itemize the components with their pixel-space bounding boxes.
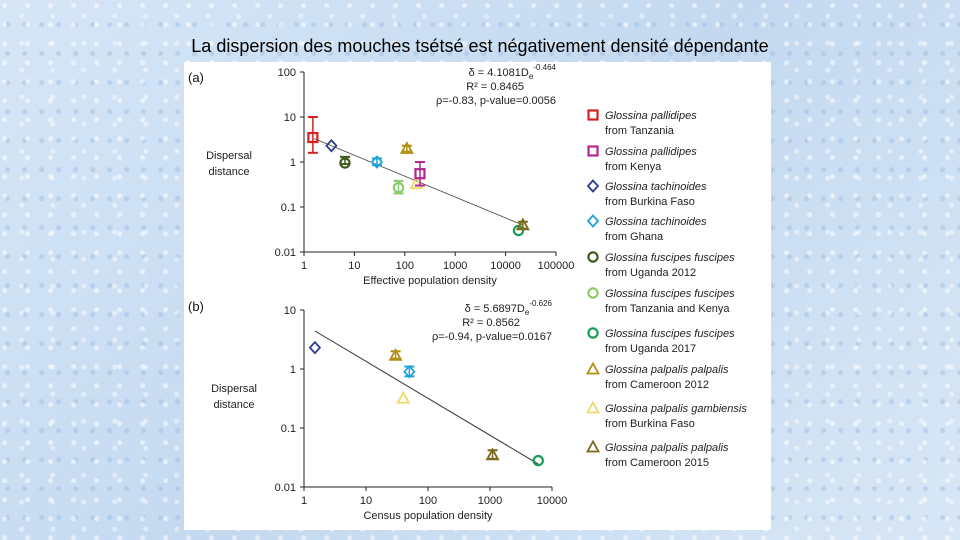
legend-origin: from Ghana — [605, 231, 664, 243]
scatter-figure: (a) 0.01 0.1 1 10 100 1 10 100 1000 10000 100000 Eff… — [188, 63, 747, 522]
chart-panel-b: (b) 0.01 0.1 1 10 1 10 100 1000 10000 Census popul… — [188, 299, 567, 522]
y-tick-label: 10 — [284, 112, 296, 124]
legend-origin: from Uganda 2012 — [605, 267, 696, 279]
regression-line — [314, 330, 539, 465]
legend-species: Glossina fuscipes fuscipes — [605, 288, 735, 300]
legend-item: Glossina fuscipes fuscipes from Uganda 20… — [587, 327, 735, 355]
spearman-rho: ρ=-0.94, p-value=0.0167 — [432, 331, 552, 343]
legend-species: Glossina fuscipes fuscipes — [605, 328, 735, 340]
data-point — [307, 131, 319, 144]
x-tick-label: 100 — [419, 495, 437, 507]
regression-equation: δ = 4.1081De-0.464 — [469, 63, 557, 81]
legend-item: Glossina tachinoides from Burkina Faso — [586, 179, 707, 208]
data-point — [396, 390, 411, 404]
legend-marker — [585, 361, 601, 375]
legend-item: Glossina palpalis palpalis from Cameroon … — [585, 361, 729, 391]
legend-marker — [587, 109, 599, 121]
data-point — [414, 168, 426, 180]
legend-species: Glossina palpalis palpalis — [605, 442, 729, 454]
legend-marker — [585, 439, 601, 453]
legend-origin: from Burkina Faso — [605, 196, 695, 208]
data-point — [392, 181, 405, 194]
y-axis-label: Dispersal — [206, 150, 252, 162]
data-point — [325, 138, 338, 153]
data-point — [403, 364, 416, 379]
legend-origin: from Burkina Faso — [605, 418, 695, 430]
y-tick-label: 0.01 — [275, 247, 296, 259]
data-point — [388, 348, 403, 361]
legend-origin: from Cameroon 2015 — [605, 457, 709, 469]
r-squared: R² = 0.8465 — [466, 81, 524, 93]
legend-origin: from Kenya — [605, 161, 662, 173]
y-tick-label: 0.01 — [275, 482, 296, 494]
legend-item: Glossina pallidipes from Kenya — [587, 145, 697, 173]
chart-panel-a: (a) 0.01 0.1 1 10 100 1 10 100 1000 10000 100000 Eff… — [188, 63, 574, 287]
y-tick-label: 0.1 — [281, 423, 296, 435]
legend-item: Glossina pallidipes from Tanzania — [587, 109, 697, 137]
legend-marker — [585, 400, 601, 414]
slide-title: La dispersion des mouches tsétsé est nég… — [191, 36, 769, 56]
y-tick-label: 10 — [284, 305, 296, 317]
regression-equation: δ = 5.6897De-0.626 — [465, 299, 553, 317]
legend-item: Glossina palpalis palpalis from Cameroon … — [585, 439, 729, 469]
data-point — [532, 454, 544, 467]
data-point — [308, 340, 322, 355]
legend-species: Glossina palpalis gambiensis — [605, 403, 747, 415]
legend-species: Glossina fuscipes fuscipes — [605, 252, 735, 264]
y-tick-label: 0.1 — [281, 202, 296, 214]
data-point — [370, 155, 384, 169]
y-axis-label: distance — [209, 166, 250, 178]
r-squared: R² = 0.8562 — [462, 317, 520, 329]
x-tick-label: 10 — [348, 260, 360, 272]
x-tick-label: 10 — [360, 495, 372, 507]
legend-origin: from Uganda 2017 — [605, 343, 696, 355]
panel-label: (a) — [188, 70, 204, 85]
x-axis-label: Census population density — [363, 510, 493, 522]
legend-marker — [587, 287, 599, 299]
y-axis-label: Dispersal — [211, 383, 257, 395]
spearman-rho: ρ=-0.83, p-value=0.0056 — [436, 95, 556, 107]
x-axis-label: Effective population density — [363, 275, 497, 287]
x-tick-label: 100000 — [538, 260, 575, 272]
legend-item: Glossina fuscipes fuscipes from Uganda 20… — [587, 251, 735, 279]
x-tick-label: 1 — [301, 260, 307, 272]
x-tick-label: 1 — [301, 495, 307, 507]
x-tick-label: 1000 — [443, 260, 467, 272]
x-tick-label: 1000 — [478, 495, 502, 507]
legend-item: Glossina palpalis gambiensis from Burkina… — [585, 400, 747, 430]
legend-origin: from Tanzania — [605, 125, 675, 137]
data-point — [339, 157, 351, 169]
panel-label: (b) — [188, 299, 204, 314]
legend-item: Glossina fuscipes fuscipes from Tanzania … — [587, 287, 735, 315]
data-point — [409, 176, 424, 190]
legend-species: Glossina palpalis palpalis — [605, 364, 729, 376]
legend-species: Glossina pallidipes — [605, 110, 697, 122]
legend-species: Glossina pallidipes — [605, 146, 697, 158]
y-tick-label: 1 — [290, 364, 296, 376]
legend-marker — [587, 145, 599, 157]
legend-species: Glossina tachinoides — [605, 181, 707, 193]
legend-origin: from Tanzania and Kenya — [605, 303, 730, 315]
data-point — [515, 217, 530, 231]
x-tick-label: 10000 — [537, 495, 568, 507]
legend-marker — [586, 214, 600, 228]
legend-species: Glossina tachinoides — [605, 216, 707, 228]
y-axis-label: distance — [214, 399, 255, 411]
data-point — [399, 141, 414, 154]
figure-panel: (a) 0.01 0.1 1 10 100 1 10 100 1000 10000 100000 Eff… — [184, 62, 771, 530]
legend-marker — [586, 179, 600, 193]
x-tick-label: 100 — [396, 260, 414, 272]
legend-marker — [587, 327, 599, 339]
x-tick-label: 10000 — [490, 260, 521, 272]
data-point — [485, 447, 500, 461]
legend-item: Glossina tachinoides from Ghana — [586, 214, 707, 243]
legend-origin: from Cameroon 2012 — [605, 379, 709, 391]
y-tick-label: 1 — [290, 157, 296, 169]
y-tick-label: 100 — [278, 67, 296, 79]
legend-marker — [587, 251, 599, 263]
